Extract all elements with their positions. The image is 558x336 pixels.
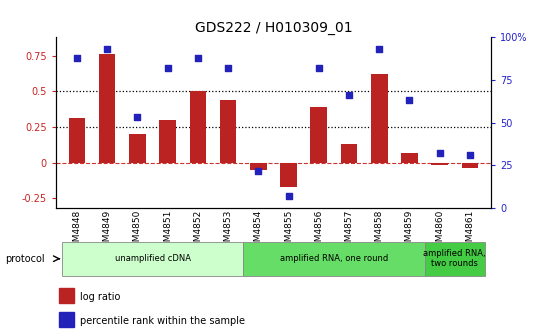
Point — [254, 168, 263, 173]
Bar — [190, 91, 206, 163]
Point — [103, 46, 112, 52]
Text: protocol: protocol — [6, 254, 45, 264]
Bar — [243, 242, 425, 276]
Point — [194, 55, 203, 60]
Point — [314, 65, 323, 71]
Bar — [341, 144, 357, 163]
Text: percentile rank within the sample: percentile rank within the sample — [80, 316, 246, 326]
Bar — [99, 54, 116, 163]
Point — [284, 194, 293, 199]
Point — [465, 153, 474, 158]
Point — [375, 46, 384, 52]
Point — [405, 98, 414, 103]
Text: amplified RNA,
two rounds: amplified RNA, two rounds — [424, 249, 486, 268]
Title: GDS222 / H010309_01: GDS222 / H010309_01 — [195, 20, 352, 35]
Bar — [160, 120, 176, 163]
Bar — [461, 163, 478, 168]
Point — [435, 151, 444, 156]
Point — [133, 115, 142, 120]
Bar — [310, 107, 327, 163]
Bar — [59, 312, 74, 327]
Text: amplified RNA, one round: amplified RNA, one round — [280, 254, 388, 263]
Bar — [250, 163, 267, 170]
Point — [163, 65, 172, 71]
Bar — [431, 163, 448, 166]
Text: log ratio: log ratio — [80, 292, 121, 302]
Bar — [401, 153, 418, 163]
Bar — [425, 242, 485, 276]
Bar — [69, 118, 85, 163]
Point — [344, 92, 353, 98]
Bar — [62, 242, 243, 276]
Point — [224, 65, 233, 71]
Text: unamplified cDNA: unamplified cDNA — [114, 254, 190, 263]
Bar — [371, 74, 387, 163]
Bar — [129, 134, 146, 163]
Bar — [280, 163, 297, 187]
Point — [73, 55, 81, 60]
Bar — [59, 288, 74, 303]
Bar — [220, 100, 237, 163]
